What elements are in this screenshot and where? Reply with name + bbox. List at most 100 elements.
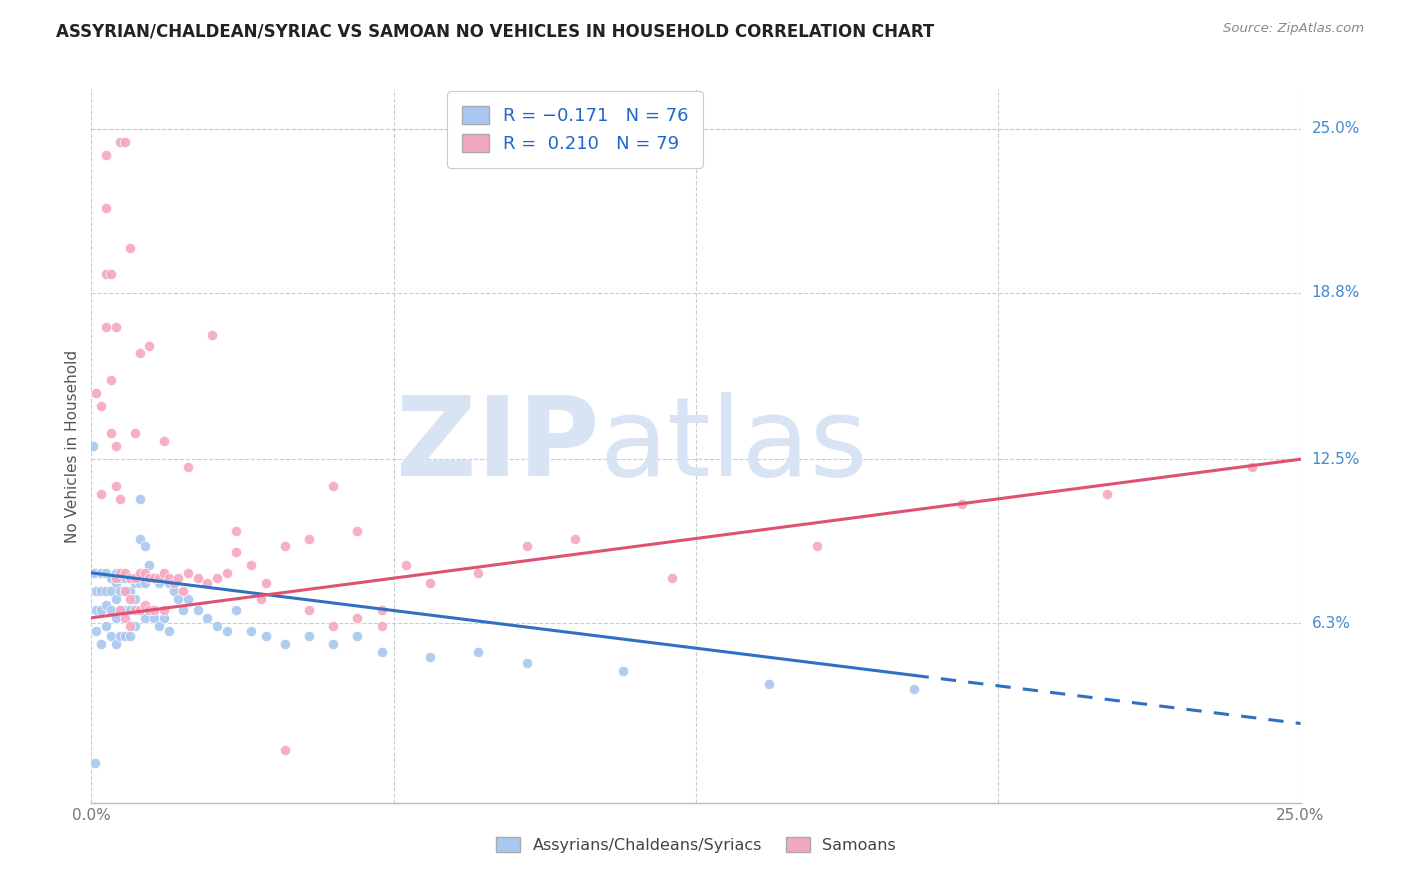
Point xyxy=(177,566,200,580)
Text: atlas: atlas xyxy=(599,392,868,500)
Point xyxy=(346,524,368,538)
Point xyxy=(94,148,117,162)
Point xyxy=(322,478,344,492)
Point xyxy=(225,545,247,559)
Point xyxy=(370,645,392,659)
Point xyxy=(84,756,107,771)
Point xyxy=(134,611,156,625)
Point xyxy=(806,540,828,554)
Point xyxy=(110,566,132,580)
Point xyxy=(157,624,180,638)
Point xyxy=(153,566,176,580)
Point xyxy=(177,460,200,475)
Point xyxy=(240,624,263,638)
Text: 18.8%: 18.8% xyxy=(1312,285,1360,301)
Point xyxy=(138,603,160,617)
Point xyxy=(215,566,238,580)
Point xyxy=(114,566,136,580)
Point xyxy=(201,328,224,343)
Point xyxy=(197,576,219,591)
Point xyxy=(215,624,238,638)
Y-axis label: No Vehicles in Household: No Vehicles in Household xyxy=(65,350,80,542)
Point xyxy=(138,558,160,572)
Point xyxy=(114,584,136,599)
Point xyxy=(104,611,127,625)
Point xyxy=(124,576,146,591)
Point xyxy=(612,664,634,678)
Point xyxy=(84,624,107,638)
Point xyxy=(120,584,142,599)
Point xyxy=(298,532,321,546)
Point xyxy=(128,603,150,617)
Point xyxy=(249,592,271,607)
Point xyxy=(90,584,112,599)
Point xyxy=(298,629,321,643)
Point xyxy=(94,618,117,632)
Point xyxy=(90,486,112,500)
Point xyxy=(143,603,166,617)
Point xyxy=(177,592,200,607)
Point xyxy=(225,524,247,538)
Point xyxy=(128,576,150,591)
Point xyxy=(94,201,117,215)
Point xyxy=(346,611,368,625)
Point xyxy=(138,603,160,617)
Point xyxy=(148,576,170,591)
Point xyxy=(84,603,107,617)
Point xyxy=(104,576,127,591)
Point xyxy=(124,592,146,607)
Point xyxy=(104,592,127,607)
Point xyxy=(124,618,146,632)
Point xyxy=(94,598,117,612)
Point xyxy=(100,571,122,585)
Point xyxy=(90,637,112,651)
Point xyxy=(104,478,127,492)
Point xyxy=(134,598,156,612)
Point xyxy=(395,558,418,572)
Point xyxy=(467,645,489,659)
Point xyxy=(100,267,122,281)
Point xyxy=(758,677,780,691)
Point xyxy=(114,611,136,625)
Point xyxy=(134,576,156,591)
Point xyxy=(516,656,538,670)
Point xyxy=(564,532,586,546)
Text: 6.3%: 6.3% xyxy=(1312,615,1351,631)
Point xyxy=(516,540,538,554)
Point xyxy=(128,491,150,506)
Text: ASSYRIAN/CHALDEAN/SYRIAC VS SAMOAN NO VEHICLES IN HOUSEHOLD CORRELATION CHART: ASSYRIAN/CHALDEAN/SYRIAC VS SAMOAN NO VE… xyxy=(56,22,935,40)
Point xyxy=(104,320,127,334)
Point xyxy=(120,571,142,585)
Point xyxy=(274,637,297,651)
Point xyxy=(128,566,150,580)
Point xyxy=(94,320,117,334)
Point xyxy=(187,571,209,585)
Point xyxy=(104,566,127,580)
Point xyxy=(162,576,184,591)
Point xyxy=(114,571,136,585)
Point xyxy=(100,373,122,387)
Point xyxy=(104,439,127,453)
Point xyxy=(100,603,122,617)
Point xyxy=(110,491,132,506)
Point xyxy=(225,603,247,617)
Point xyxy=(167,571,190,585)
Point xyxy=(950,497,973,511)
Point xyxy=(205,618,228,632)
Point xyxy=(94,267,117,281)
Text: 12.5%: 12.5% xyxy=(1312,451,1360,467)
Point xyxy=(254,576,277,591)
Point xyxy=(240,558,263,572)
Point xyxy=(120,603,142,617)
Point xyxy=(120,592,142,607)
Point xyxy=(298,603,321,617)
Point xyxy=(114,603,136,617)
Point xyxy=(274,540,297,554)
Point xyxy=(128,532,150,546)
Point xyxy=(100,629,122,643)
Point xyxy=(128,346,150,360)
Point xyxy=(124,571,146,585)
Point xyxy=(661,571,683,585)
Point xyxy=(153,611,176,625)
Point xyxy=(100,425,122,440)
